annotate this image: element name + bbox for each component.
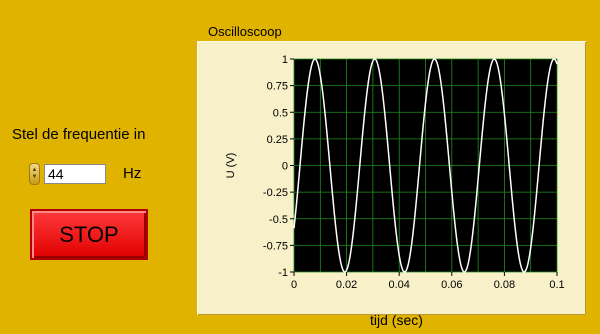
frequency-input[interactable] [44, 164, 106, 184]
oscilloscope-graph[interactable]: 1 0.75 0.5 0.25 0 -0.25 -0.5 -0.75 -1 0 0.02 0.04 0… [197, 41, 586, 315]
frequency-label: Stel de frequentie in [12, 126, 146, 143]
signal-trace [293, 58, 558, 273]
y-tick-label: 0.5 [273, 107, 288, 119]
frequency-control: ▲ ▼ [29, 163, 106, 185]
decrement-arrow-icon[interactable]: ▼ [31, 174, 38, 180]
y-axis-title: U (V) [225, 153, 237, 179]
graph-title: Oscilloscoop [208, 24, 282, 39]
y-axis-ticks: 1 0.75 0.5 0.25 0 -0.25 -0.5 -0.75 -1 [263, 54, 294, 279]
frequency-unit: Hz [123, 165, 142, 182]
x-tick-label: 0 [291, 279, 297, 291]
y-tick-label: 0.75 [267, 81, 288, 93]
x-tick-label: 0.08 [494, 279, 515, 291]
x-axis-title: tijd (sec) [370, 312, 423, 328]
y-tick-label: -0.5 [269, 214, 288, 226]
x-tick-label: 0.06 [441, 279, 462, 291]
y-tick-label: -0.25 [263, 187, 288, 199]
frequency-stepper[interactable]: ▲ ▼ [29, 163, 40, 185]
x-axis-ticks: 0 0.02 0.04 0.06 0.08 0.1 [291, 272, 565, 291]
increment-arrow-icon[interactable]: ▲ [31, 167, 38, 173]
stop-button[interactable]: STOP [30, 209, 148, 260]
graph-canvas: 10.750.50.250-0.25-0.5-0.75-1 0 0.02 0.04 0… [225, 54, 565, 291]
y-tick-label: 0.25 [267, 134, 288, 146]
y-tick-label: 1 [282, 54, 288, 66]
y-tick-label: -1 [278, 267, 288, 279]
x-tick-label: 0.04 [388, 279, 409, 291]
x-tick-label: 0.02 [336, 279, 357, 291]
x-tick-label: 0.1 [549, 279, 564, 291]
y-tick-label: -0.75 [263, 240, 288, 252]
y-tick-label: 0 [282, 161, 288, 173]
